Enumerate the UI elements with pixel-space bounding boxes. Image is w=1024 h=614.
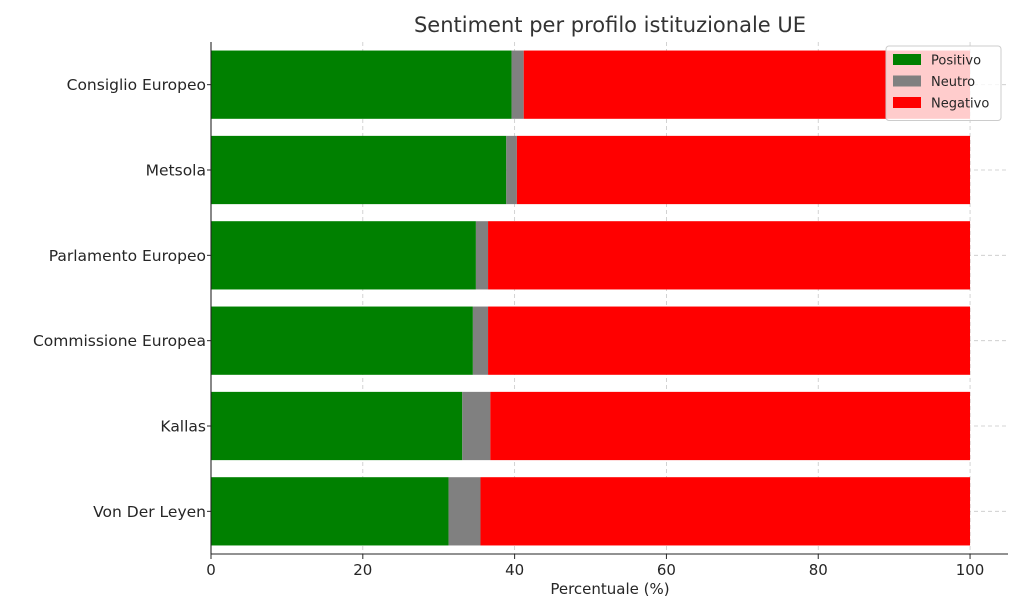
bar-segment-positivo — [211, 135, 507, 205]
axes — [207, 42, 1008, 559]
x-tick-label: 0 — [206, 561, 216, 579]
y-category-labels: Consiglio Europeo Metsola Parlamento Europ… — [33, 76, 206, 521]
bar-segment-neutro — [506, 135, 517, 205]
chart-title: Sentiment per profilo istituzionale UE — [414, 13, 806, 37]
legend-swatch-neutro — [893, 75, 921, 87]
bar-segment-neutro — [475, 221, 489, 290]
legend-swatch-negativo — [893, 97, 921, 108]
legend: Positivo Neutro Negativo — [885, 45, 1002, 121]
bars — [211, 50, 971, 546]
category-label: Kallas — [160, 418, 206, 436]
bar-segment-negativo — [488, 221, 971, 290]
category-label: Consiglio Europeo — [67, 76, 206, 94]
bar-segment-neutro — [511, 50, 524, 119]
legend-label: Positivo — [931, 54, 981, 69]
x-tick-label: 20 — [353, 561, 372, 579]
x-tick-label: 100 — [956, 561, 985, 579]
category-label: Metsola — [146, 162, 206, 180]
bar-segment-positivo — [211, 306, 473, 375]
bar-segment-negativo — [490, 391, 971, 461]
category-label: Commissione Europea — [33, 332, 206, 350]
legend-label: Negativo — [931, 97, 989, 112]
legend-swatch-positivo — [893, 54, 921, 65]
bar-segment-positivo — [211, 391, 463, 461]
x-axis-label: Percentuale (%) — [550, 580, 669, 598]
bar-segment-neutro — [472, 306, 489, 375]
bar-segment-negativo — [480, 477, 971, 546]
bar-segment-neutro — [462, 391, 491, 461]
x-tick-label: 80 — [809, 561, 828, 579]
x-tick-label: 40 — [505, 561, 524, 579]
category-label: Von Der Leyen — [93, 503, 206, 521]
bar-segment-negativo — [488, 306, 971, 375]
legend-label: Neutro — [931, 75, 975, 90]
bar-segment-positivo — [211, 221, 476, 290]
bar-segment-positivo — [211, 477, 449, 546]
bar-segment-positivo — [211, 50, 512, 119]
category-label: Parlamento Europeo — [49, 247, 206, 265]
bar-segment-negativo — [516, 135, 971, 205]
x-tick-labels: 0 20 40 60 80 100 — [206, 561, 984, 579]
bar-segment-neutro — [448, 477, 481, 546]
x-tick-label: 60 — [657, 561, 676, 579]
